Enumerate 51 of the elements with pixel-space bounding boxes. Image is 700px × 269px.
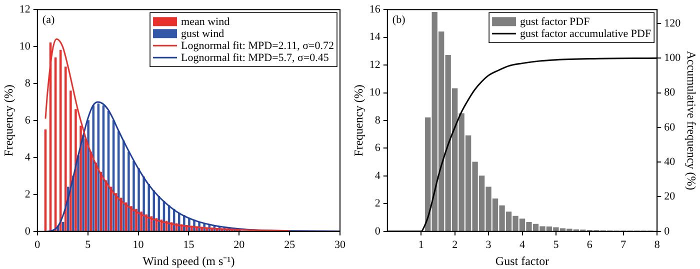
x-tick-label: 1 bbox=[418, 238, 424, 251]
y-tick-label: 8 bbox=[24, 77, 31, 90]
legend-label: gust factor PDF bbox=[520, 16, 590, 28]
x-tick-label: 4 bbox=[520, 238, 526, 251]
x-tick-label: 2 bbox=[452, 238, 458, 251]
y-tick-label: 6 bbox=[374, 142, 381, 154]
y-axis-title: Frequency (%) bbox=[1, 84, 16, 156]
annotation: (a) bbox=[42, 14, 55, 26]
legend-label: gust wind bbox=[181, 28, 225, 40]
legend-label: mean wind bbox=[181, 16, 230, 28]
x-tick-label: 5 bbox=[553, 238, 560, 251]
x-tick-label: 5 bbox=[85, 238, 92, 251]
y-tick-label: 10 bbox=[369, 86, 381, 99]
legend-label: Lognormal fit: MPD=2.11, σ=0.72 bbox=[181, 40, 334, 52]
y2-tick-label: 60 bbox=[664, 121, 676, 134]
x-tick-label: 15 bbox=[183, 238, 195, 251]
x-tick-label: 6 bbox=[586, 238, 593, 251]
y-tick-label: 0 bbox=[374, 225, 381, 238]
y-tick-label: 8 bbox=[374, 114, 381, 126]
x-tick-label: 0 bbox=[34, 238, 41, 251]
x-axis-title: Gust factor bbox=[495, 254, 550, 268]
y-axis-title: Frequency (%) bbox=[351, 84, 366, 156]
y2-tick-label: 0 bbox=[664, 225, 670, 238]
y-tick-label: 4 bbox=[374, 170, 381, 182]
y2-axis-title: Accumulative frequency (%) bbox=[684, 50, 699, 190]
y-tick-label: 12 bbox=[19, 3, 30, 16]
y-tick-label: 4 bbox=[24, 151, 31, 164]
y2-tick-label: 40 bbox=[664, 156, 676, 168]
y-tick-label: 16 bbox=[369, 3, 381, 16]
x-tick-label: 8 bbox=[654, 238, 660, 251]
y-tick-label: 0 bbox=[24, 225, 31, 238]
annotation: (b) bbox=[392, 14, 406, 26]
legend-label: Lognormal fit: MPD=5.7, σ=0.45 bbox=[181, 52, 330, 64]
y2-tick-label: 100 bbox=[664, 52, 682, 64]
x-tick-label: 7 bbox=[620, 238, 627, 251]
x-tick-label: 20 bbox=[234, 238, 246, 251]
y-tick-label: 12 bbox=[369, 58, 380, 71]
y2-tick-label: 80 bbox=[664, 86, 676, 99]
y2-tick-label: 120 bbox=[664, 17, 682, 30]
x-tick-label: 25 bbox=[284, 238, 296, 251]
x-tick-label: 3 bbox=[486, 238, 492, 251]
x-tick-label: 10 bbox=[132, 238, 144, 251]
y-tick-label: 2 bbox=[374, 198, 380, 210]
y-tick-label: 10 bbox=[19, 40, 31, 52]
y-tick-label: 14 bbox=[369, 31, 381, 44]
legend-label: gust factor accumulative PDF bbox=[520, 28, 652, 40]
x-tick-label: 30 bbox=[334, 238, 346, 251]
y-tick-label: 2 bbox=[24, 188, 30, 200]
x-axis-title: Wind speed (m s⁻¹) bbox=[142, 254, 235, 268]
y2-tick-label: 20 bbox=[664, 190, 676, 203]
y-tick-label: 6 bbox=[24, 114, 31, 126]
